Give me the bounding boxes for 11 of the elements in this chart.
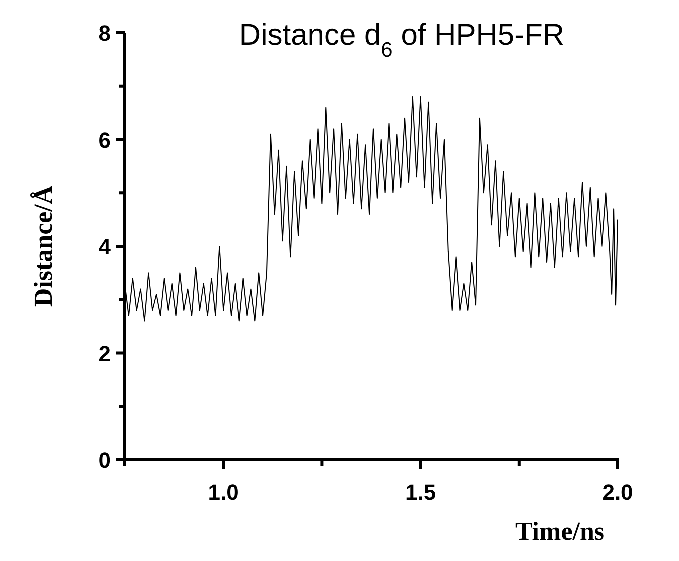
y-tick-label: 0 [98,448,111,473]
y-tick-label: 8 [98,21,111,46]
y-tick-label: 2 [98,341,111,366]
x-tick-label: 1.5 [406,480,436,505]
y-axis-title: Distance/Å [29,186,58,308]
chart-title: Distance d$_{6}$ of HPH5-FR [239,19,565,62]
y-tick-label: 4 [98,234,112,260]
y-tick-label: 6 [98,128,111,153]
x-tick-label: 1.0 [208,480,239,505]
x-tick-label: 2.0 [602,480,634,505]
x-axis-title: Time/ns [515,517,605,546]
